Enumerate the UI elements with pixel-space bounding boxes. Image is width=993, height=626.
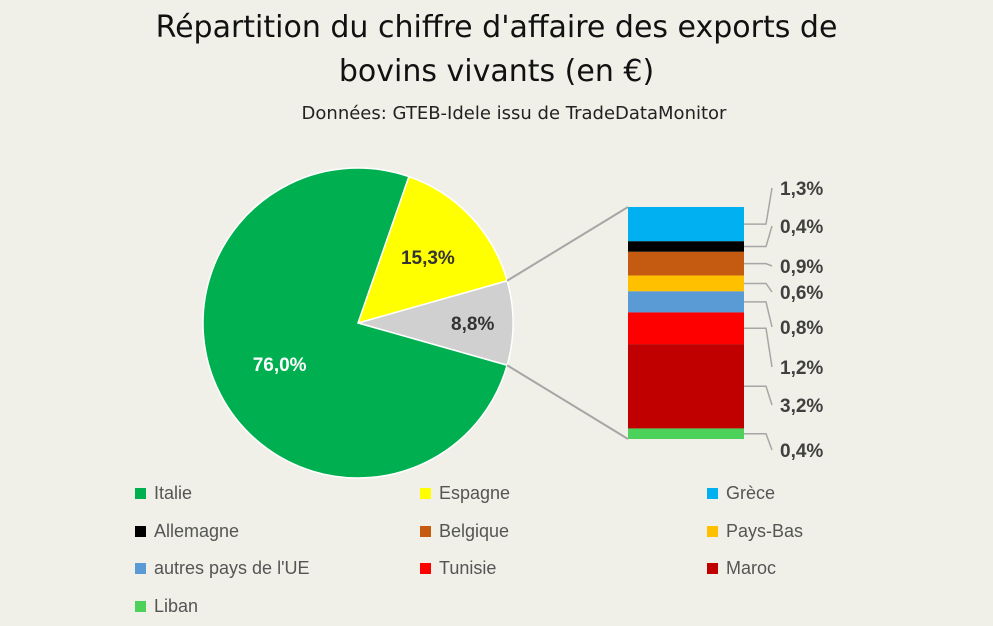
legend-label-autres-pays-de-l-ue: autres pays de l'UE — [154, 558, 310, 578]
pie-slice-autres — [355, 279, 514, 367]
leader-line-allemagne — [744, 225, 773, 248]
bar-data-label-maroc: 3,2% — [780, 396, 823, 417]
leader-line-pays-bas — [744, 282, 773, 293]
bar-data-label-autres-pays-de-l-ue: 0,8% — [780, 318, 823, 339]
legend-item-liban: Liban — [135, 596, 198, 617]
legend-label-belgique: Belgique — [439, 521, 510, 541]
bar-data-label-liban: 0,4% — [780, 441, 823, 462]
bar-data-label-gr-ce: 1,3% — [780, 179, 823, 200]
bar-segment-allemagne — [628, 241, 744, 252]
bar-segment-belgique — [628, 251, 744, 276]
leader-line-gr-ce — [744, 187, 773, 225]
bar-segment-pays-bas — [628, 275, 744, 292]
legend-item-pays-bas: Pays-Bas — [707, 521, 803, 542]
legend-swatch-maroc — [707, 563, 718, 574]
chart-subtitle: Données: GTEB-Idele issu de TradeDataMon… — [301, 103, 727, 124]
leader-line-maroc — [744, 385, 773, 406]
legend-label-liban: Liban — [154, 596, 199, 616]
legend-item-tunisie: Tunisie — [420, 558, 496, 579]
legend-label-espagne: Espagne — [439, 483, 511, 503]
pie-data-label-autres: 8,8% — [451, 314, 494, 335]
pie-slice-espagne — [356, 175, 509, 325]
bar-segment-autres-pays-de-l-ue — [628, 291, 744, 313]
legend-item-gr-ce: Grèce — [707, 483, 775, 504]
legend-swatch-tunisie — [420, 563, 431, 574]
legend-item-belgique: Belgique — [420, 521, 509, 542]
legend-swatch-belgique — [420, 526, 431, 537]
chart-title-line-1: Répartition du chiffre d'affaire des exp… — [155, 10, 838, 45]
legend-swatch-autres-pays-de-l-ue — [135, 563, 146, 574]
leader-line-liban — [744, 432, 773, 451]
bar-data-label-allemagne: 0,4% — [780, 217, 823, 238]
pie-data-label-italie: 76,0% — [253, 355, 307, 376]
bar-data-label-pays-bas: 0,6% — [780, 283, 823, 304]
legend-label-italie: Italie — [154, 483, 193, 503]
legend-label-allemagne: Allemagne — [154, 521, 240, 541]
chart-title: Répartition du chiffre d'affaire des exp… — [0, 6, 993, 94]
legend-swatch-pays-bas — [707, 526, 718, 537]
legend-swatch-gr-ce — [707, 488, 718, 499]
bar-segment-liban — [628, 428, 744, 439]
leader-line-autres-pays-de-l-ue — [744, 301, 773, 328]
legend-swatch-liban — [135, 601, 146, 612]
leader-line-tunisie — [744, 327, 773, 368]
legend-label-pays-bas: Pays-Bas — [726, 521, 804, 541]
legend-item-autres-pays-de-l-ue: autres pays de l'UE — [135, 558, 310, 579]
pie-data-label-espagne: 15,3% — [401, 248, 455, 269]
legend-item-allemagne: Allemagne — [135, 521, 239, 542]
legend-swatch-allemagne — [135, 526, 146, 537]
legend-swatch-espagne — [420, 488, 431, 499]
bar-data-label-belgique: 0,9% — [780, 257, 823, 278]
bar-segment-tunisie — [628, 312, 744, 345]
connector-line-bottom — [506, 364, 629, 440]
chart-title-line-2: bovins vivants (en €) — [338, 54, 655, 89]
connector-line-top — [506, 206, 629, 282]
pie-slice-italie — [202, 167, 509, 479]
bar-data-label-tunisie: 1,2% — [780, 358, 823, 379]
legend-label-maroc: Maroc — [726, 558, 777, 578]
legend-label-gr-ce: Grèce — [726, 483, 776, 503]
legend-item-italie: Italie — [135, 483, 192, 504]
bar-segment-gr-ce — [628, 207, 744, 242]
bar-segment-maroc — [628, 344, 744, 429]
legend-item-maroc: Maroc — [707, 558, 776, 579]
leader-line-belgique — [744, 262, 773, 267]
legend-swatch-italie — [135, 488, 146, 499]
legend-item-espagne: Espagne — [420, 483, 510, 504]
legend-label-tunisie: Tunisie — [439, 558, 497, 578]
